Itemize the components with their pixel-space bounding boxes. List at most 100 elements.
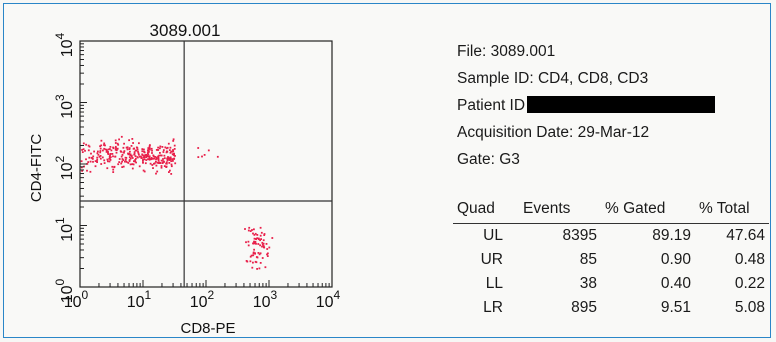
data-point-ul <box>158 154 160 157</box>
data-point-lr <box>253 248 255 251</box>
y-tick-label: 104 <box>53 32 76 57</box>
data-point-ul <box>138 153 140 156</box>
data-point-ul <box>146 154 149 157</box>
data-point-ul <box>169 146 172 149</box>
data-point-ul <box>138 165 141 168</box>
data-point-lr <box>259 226 262 229</box>
x-tick-label: 100 <box>64 288 89 311</box>
data-point-ul <box>152 154 155 157</box>
data-point-ul <box>129 157 132 160</box>
data-point-lr <box>250 254 253 257</box>
cell-pct-gated: 0.40 <box>660 275 691 292</box>
data-point-ul <box>172 138 175 141</box>
data-point-ul <box>118 138 120 141</box>
data-point-ul <box>82 142 85 145</box>
x-axis-label: CD8-PE <box>180 320 235 337</box>
data-point-lr <box>253 242 256 245</box>
data-point-ul <box>112 155 114 158</box>
data-point-ul <box>148 157 151 160</box>
data-point-ul <box>138 155 141 158</box>
data-point-ul <box>81 151 84 153</box>
data-point-ul <box>132 147 135 150</box>
data-point-ul <box>106 167 109 170</box>
data-point-ul <box>135 161 137 164</box>
data-point-lr <box>259 252 262 255</box>
data-point-ul <box>145 155 148 157</box>
data-point-ul <box>115 149 118 151</box>
data-point-lr <box>247 229 250 232</box>
data-point-ul <box>157 158 160 161</box>
data-point-ul <box>94 165 97 168</box>
data-point-lr <box>263 246 265 249</box>
data-point-ul <box>107 150 109 153</box>
data-point-lr <box>253 228 255 231</box>
data-point-lr <box>261 257 264 259</box>
data-point-lr <box>255 256 258 258</box>
data-point-ul <box>173 148 176 150</box>
data-point-ul <box>121 154 124 156</box>
data-point-lr <box>263 234 266 236</box>
data-point-ul <box>172 140 175 142</box>
data-point-lr <box>255 242 257 245</box>
data-point-ul <box>128 160 131 162</box>
data-point-ul <box>142 158 144 161</box>
x-tick-label: 101 <box>127 288 152 311</box>
data-point-ul <box>128 152 130 155</box>
data-point-lr <box>257 252 260 254</box>
data-point-ul <box>153 162 156 165</box>
cell-quad: UR <box>480 251 503 268</box>
data-point-lr <box>260 231 263 234</box>
data-point-ul <box>119 150 122 153</box>
data-point-ul <box>169 169 171 172</box>
data-point-lr <box>251 229 253 231</box>
data-point-ul <box>167 156 169 158</box>
data-point-ul <box>126 146 129 149</box>
data-point-ul <box>172 149 174 151</box>
data-point-ul <box>99 155 102 157</box>
data-point-ul <box>171 158 174 160</box>
data-point-lr <box>252 251 255 254</box>
data-point-ul <box>147 158 149 161</box>
data-point-ul <box>161 146 164 148</box>
data-point-lr <box>252 254 255 257</box>
data-point-ul <box>145 154 148 156</box>
data-point-ul <box>134 159 137 161</box>
data-point-ul <box>168 157 170 160</box>
data-point-ul <box>92 160 94 163</box>
data-point-ul <box>116 142 119 145</box>
data-point-ul <box>174 162 177 165</box>
data-point-lr <box>271 237 274 239</box>
data-point-ul <box>159 145 162 148</box>
data-point-ul <box>84 149 86 152</box>
data-point-ul <box>85 143 87 146</box>
data-point-ul <box>97 153 100 156</box>
data-point-ul <box>165 161 168 164</box>
data-point-ul <box>160 165 163 167</box>
data-point-ul <box>114 142 117 144</box>
data-point-lr <box>249 230 252 232</box>
data-point-ul <box>80 166 83 169</box>
data-point-ul <box>100 144 103 147</box>
data-point-ul <box>112 168 115 171</box>
cell-events: 38 <box>579 275 597 292</box>
data-point-ul <box>148 144 151 147</box>
data-point-ul <box>95 160 98 163</box>
data-point-ul <box>135 157 137 160</box>
data-point-ul <box>168 149 171 151</box>
data-point-lr <box>256 268 258 270</box>
data-point-ul <box>168 158 170 161</box>
data-point-ul <box>90 152 92 155</box>
data-point-ul <box>162 151 165 153</box>
data-point-ul <box>124 156 127 159</box>
data-point-ul <box>164 146 167 149</box>
data-point-ul <box>122 159 125 161</box>
data-point-ul <box>126 148 129 151</box>
data-point-ul <box>114 148 117 151</box>
data-point-ul <box>160 166 163 169</box>
cell-pct-total: 5.08 <box>734 299 765 316</box>
data-point-ur <box>201 155 203 158</box>
data-point-ul <box>128 148 131 150</box>
data-point-ul <box>82 148 85 151</box>
data-point-ul <box>138 142 140 145</box>
data-point-ul <box>133 151 136 153</box>
